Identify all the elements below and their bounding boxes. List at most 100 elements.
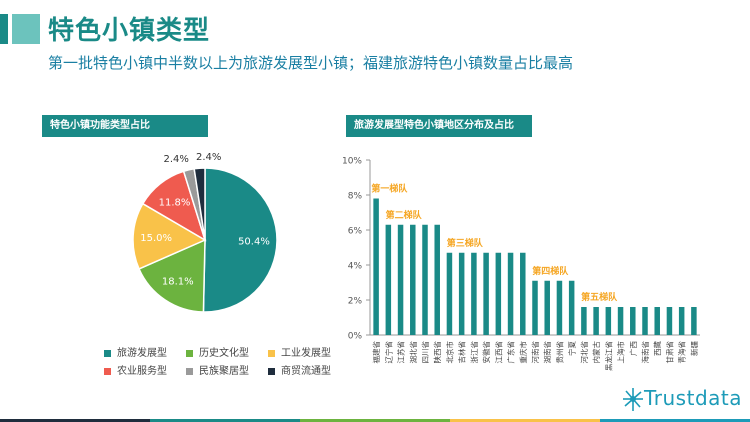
footer-stripe-yellow [450,419,600,422]
bar-5 [434,224,440,335]
legend-label-0: 旅游发展型 [117,348,167,359]
legend-swatch-4 [186,367,193,375]
bar-14 [544,280,550,335]
x-tick-label-4: 四川省 [420,341,430,364]
x-tick-label-26: 新疆 [689,341,699,356]
bar-11 [507,252,514,335]
x-tick-label-25: 青海省 [677,341,687,364]
bar-4 [422,224,428,335]
y-tick-label-2: 4% [348,262,363,272]
bar-21 [630,307,636,335]
bar-8 [471,252,477,335]
bar-16 [568,280,575,335]
legend-item-3: 农业服务型 [104,362,167,377]
x-tick-label-9: 安徽省 [481,341,491,364]
x-tick-label-2: 江苏省 [396,341,406,364]
x-tick-label-24: 甘肃省 [664,341,674,364]
pie-label-5: 2.4% [196,152,221,163]
x-tick-label-22: 海南省 [640,341,650,364]
x-tick-label-11: 广东省 [506,341,516,364]
tier-label-4: 第五梯队 [581,291,618,303]
legend-item-1: 历史文化型 [186,344,249,359]
x-tick-label-3: 湖北省 [408,341,418,364]
x-tick-label-19: 黑龙江省 [603,341,613,371]
bar-23 [654,307,660,335]
legend-label-2: 工业发展型 [281,348,331,359]
bar-18 [593,307,599,335]
legend-swatch-0 [104,349,111,357]
title-accent-light [12,14,40,44]
legend-label-5: 商贸流通型 [281,366,331,377]
bar-3 [410,224,416,335]
bar-22 [642,307,648,335]
x-tick-label-20: 上海市 [616,341,626,364]
footer-stripe-green [300,419,450,422]
bar-12 [520,252,526,335]
y-tick-label-5: 10% [342,157,362,167]
x-tick-label-17: 河北省 [579,341,589,364]
tier-label-2: 第三梯队 [447,237,484,249]
trustdata-logo-icon [623,388,643,411]
bar-13 [532,280,538,335]
bar-7 [458,252,465,335]
x-tick-label-13: 河南省 [530,341,540,364]
pie-label-2: 15.0% [140,233,172,244]
bar-9 [483,252,489,335]
legend-item-2: 工业发展型 [268,344,331,359]
x-tick-label-16: 宁夏 [567,341,577,356]
tier-label-3: 第四梯队 [532,265,569,277]
bar-20 [617,307,624,335]
pie-slice-5 [193,167,206,241]
x-tick-label-15: 贵州省 [554,341,564,364]
y-tick-label-0: 0% [348,332,363,342]
legend-label-4: 民族聚居型 [199,366,249,377]
legend-swatch-1 [186,349,193,357]
x-tick-label-18: 内蒙古 [591,341,601,364]
bar-1 [385,224,392,335]
title-accent-dark [0,14,8,44]
bar-15 [556,280,563,335]
x-tick-label-23: 西藏 [652,341,662,356]
x-tick-label-5: 陕西省 [432,341,442,364]
tier-label-0: 第一梯队 [371,183,408,195]
legend-label-1: 历史文化型 [199,348,249,359]
x-tick-label-14: 湖南省 [542,341,552,364]
footer-stripe-teal [150,419,300,422]
bar-26 [691,307,697,335]
legend-item-4: 民族聚居型 [186,362,249,377]
bar-25 [678,307,685,335]
pie-slice-1 [138,238,206,313]
pie-slice-0 [202,167,278,313]
legend-item-5: 商贸流通型 [268,362,331,377]
y-tick-label-4: 8% [348,192,363,202]
bar-2 [397,224,404,335]
page-title: 特色小镇类型 [48,16,211,46]
legend-swatch-3 [104,367,111,375]
x-tick-label-6: 北京市 [444,341,454,364]
bar-panel-title: 旅游发展型特色小镇地区分布及占比 [346,115,532,137]
legend-swatch-5 [268,367,275,375]
pie-label-4: 2.4% [163,154,188,165]
bar-6 [446,252,453,335]
tier-label-1: 第二梯队 [386,209,423,221]
x-tick-label-12: 重庆市 [518,341,528,364]
legend-label-3: 农业服务型 [117,366,167,377]
pie-label-0: 50.4% [238,237,270,248]
bar-24 [666,307,673,335]
x-tick-label-7: 吉林省 [457,341,467,364]
footer-stripe-blue [600,419,750,422]
page-subtitle: 第一批特色小镇中半数以上为旅游发展型小镇；福建旅游特色小镇数量占比最高 [48,54,574,72]
pie-slice-2 [132,202,207,270]
bar-10 [495,252,502,335]
bar-0 [373,198,379,335]
x-tick-label-1: 辽宁省 [383,341,393,364]
x-tick-label-8: 浙江省 [469,341,479,364]
footer-stripe-navy [0,419,150,422]
pie-panel-title: 特色小镇功能类型占比 [42,115,208,137]
brand-name: Trustdata [644,386,742,410]
pie-label-1: 18.1% [162,277,194,288]
legend-swatch-2 [268,349,275,357]
x-tick-label-10: 江西省 [493,341,503,364]
legend-item-0: 旅游发展型 [104,344,167,359]
x-tick-label-21: 广西 [628,341,638,356]
